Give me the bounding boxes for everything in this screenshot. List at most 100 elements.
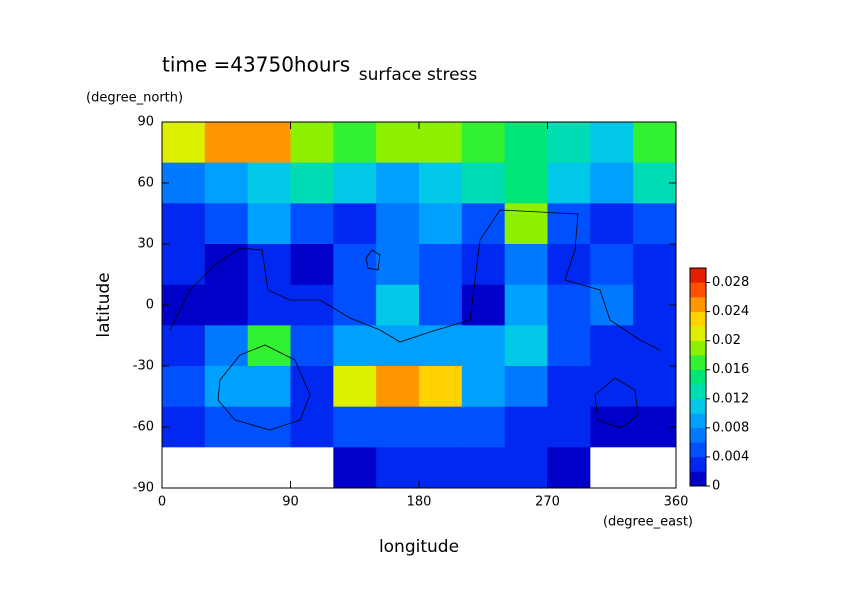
field-cell xyxy=(419,244,463,286)
x-tick-label: 90 xyxy=(282,495,299,510)
field-cell xyxy=(504,325,548,367)
field-cell xyxy=(333,122,377,164)
field-cell xyxy=(547,122,591,164)
field-cell xyxy=(504,447,548,489)
colorbar-swatch xyxy=(690,268,706,283)
field-cell xyxy=(204,203,249,245)
field-cell xyxy=(247,284,291,326)
field-cell xyxy=(290,284,334,326)
field-cell xyxy=(419,162,463,204)
field-cell xyxy=(162,203,206,245)
colorbar-tick-label: 0.028 xyxy=(712,275,749,290)
y-tick-label: -90 xyxy=(133,481,154,496)
field-cell xyxy=(290,406,334,448)
field-cell xyxy=(333,366,377,408)
field-cell xyxy=(376,447,420,489)
field-cell xyxy=(547,406,591,448)
coastline xyxy=(169,209,661,431)
field-cell xyxy=(290,366,334,408)
colorbar-swatch xyxy=(690,413,706,429)
colorbar-tick-label: 0 xyxy=(712,479,720,494)
colorbar-swatch xyxy=(690,427,706,443)
field-cell xyxy=(590,325,634,367)
field-cell xyxy=(419,122,463,164)
field-cell xyxy=(162,162,206,204)
field-cell xyxy=(633,366,677,408)
field-cell xyxy=(376,406,420,448)
field-cell xyxy=(162,447,206,489)
colorbar-tick-label: 0.008 xyxy=(712,420,749,435)
colorbar-tick-label: 0.012 xyxy=(712,391,749,406)
field-cell xyxy=(162,406,206,448)
field-cell xyxy=(461,244,506,286)
field-cell xyxy=(590,244,634,286)
field-cell xyxy=(204,162,249,204)
field-cell xyxy=(290,447,334,489)
y-tick-label: -60 xyxy=(133,420,154,435)
colorbar-tick-label: 0.004 xyxy=(712,449,749,464)
colorbar-swatch xyxy=(690,456,706,472)
field-cell xyxy=(547,162,591,204)
x-axis-label: longitude xyxy=(379,537,459,557)
field-cell xyxy=(162,325,206,367)
field-cell xyxy=(376,284,420,326)
field-cell xyxy=(204,406,249,448)
x-tick-label: 270 xyxy=(535,495,560,510)
y-unit: (degree_north) xyxy=(86,91,183,106)
field-cell xyxy=(419,284,463,326)
colorbar-swatch xyxy=(690,369,706,385)
field-cell xyxy=(547,244,591,286)
y-tick-label: 60 xyxy=(137,176,154,191)
field-cell xyxy=(333,406,377,448)
field-cell xyxy=(461,284,506,326)
y-tick-label: 0 xyxy=(146,298,154,313)
field-cell xyxy=(204,325,249,367)
field-cell xyxy=(204,366,249,408)
field-cell xyxy=(247,203,291,245)
field-cell xyxy=(162,366,206,408)
field-cell xyxy=(633,447,677,489)
field-cell xyxy=(504,284,548,326)
field-cell xyxy=(290,203,334,245)
field-cell xyxy=(204,122,249,164)
field-cell xyxy=(461,162,506,204)
field-cell xyxy=(162,284,206,326)
field-cell xyxy=(633,122,677,164)
field-cell xyxy=(247,366,291,408)
field-cell xyxy=(376,122,420,164)
chart-subtitle: time =43750hours xyxy=(162,53,350,77)
colorbar-tick-label: 0.02 xyxy=(712,333,741,348)
field-cell xyxy=(504,366,548,408)
x-tick-label: 180 xyxy=(407,495,432,510)
field-cell xyxy=(590,447,634,489)
field-cell xyxy=(419,366,463,408)
y-tick-label: 90 xyxy=(137,115,154,130)
x-tick-label: 0 xyxy=(158,495,166,510)
field-cell xyxy=(590,162,634,204)
field-cell xyxy=(333,325,377,367)
field-cell xyxy=(419,406,463,448)
x-tick-label: 360 xyxy=(664,495,689,510)
field-cell xyxy=(590,366,634,408)
y-tick-label: 30 xyxy=(137,237,154,252)
colorbar-swatch xyxy=(690,384,706,400)
field-cell xyxy=(504,244,548,286)
x-unit: (degree_east) xyxy=(603,515,693,530)
field-cell xyxy=(547,366,591,408)
field-cell xyxy=(461,447,506,489)
field-cell xyxy=(333,284,377,326)
field-cell xyxy=(547,203,591,245)
colorbar-tick-label: 0.016 xyxy=(712,362,749,377)
field-cell xyxy=(247,244,291,286)
field xyxy=(162,122,677,489)
field-cell xyxy=(419,203,463,245)
colorbar-swatch xyxy=(690,311,706,327)
colorbar-frame xyxy=(689,267,707,487)
field-cell xyxy=(461,325,506,367)
field-cell xyxy=(376,162,420,204)
field-cell xyxy=(333,447,377,489)
field-cell xyxy=(504,406,548,448)
chart-title: surface stress xyxy=(359,65,478,85)
field-cell xyxy=(333,162,377,204)
field-cell xyxy=(204,244,249,286)
